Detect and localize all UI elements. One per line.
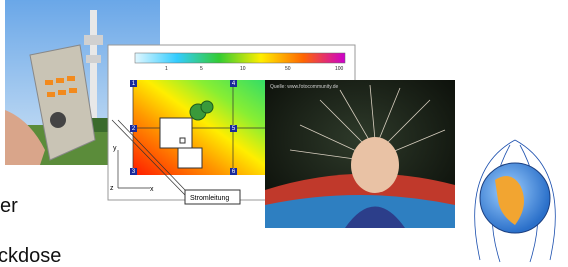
globe [455,140,565,265]
axis-label: y [113,145,117,152]
side-text: er [0,195,18,217]
side-text: ckdose [0,245,61,267]
page: 1 5 10 50 100 1 2 3 4 5 6 z y x Stromlei… [0,0,568,267]
axis-label: z [110,185,114,192]
callout: Stromleitung [190,195,229,202]
caption: Quelle: www.fotocommunity.de [270,84,338,90]
scale-label: 10 [240,66,246,72]
scale-label: 100 [335,66,344,72]
girl-photo: Quelle: www.fotocommunity.de [265,80,455,228]
axis-label: x [150,186,154,193]
scale-label: 50 [285,66,291,72]
scale-label: 1 [165,66,168,72]
collage: 1 5 10 50 100 1 2 3 4 5 6 z y x Stromlei… [0,0,568,267]
scale-label: 5 [200,66,203,72]
